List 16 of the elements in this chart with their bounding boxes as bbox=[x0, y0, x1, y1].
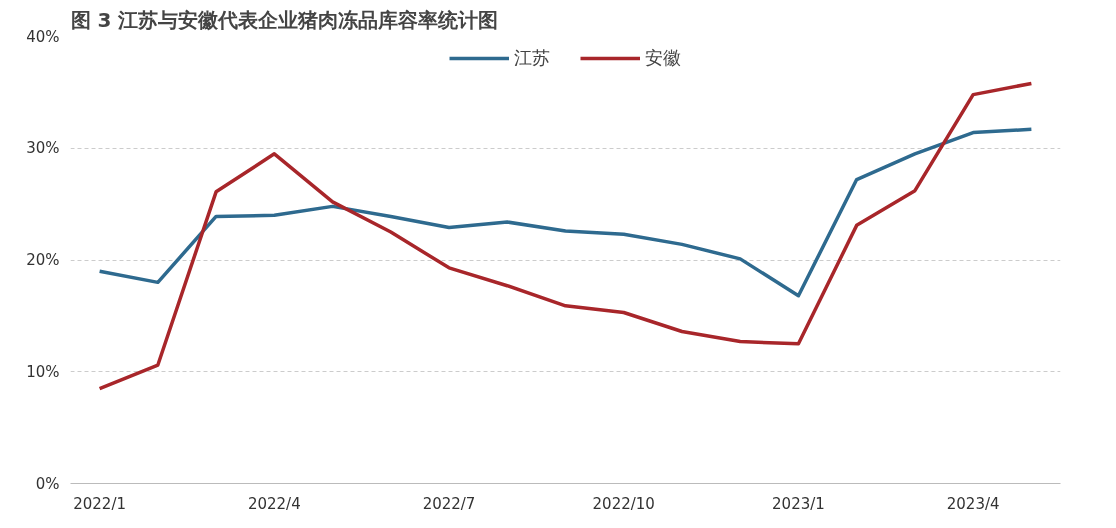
line-series bbox=[97, 127, 1034, 298]
legend-label: 江苏 bbox=[514, 46, 550, 70]
line-series bbox=[97, 81, 1034, 391]
y-tick-label: 20% bbox=[26, 251, 60, 269]
y-tick-label: 30% bbox=[26, 139, 60, 158]
x-tick-label: 2022/7 bbox=[422, 494, 476, 513]
x-tick-label: 2022/4 bbox=[247, 494, 301, 513]
y-tick-label: 10% bbox=[26, 362, 60, 381]
legend-label: 安徽 bbox=[645, 46, 681, 70]
x-tick-label: 2023/1 bbox=[772, 494, 825, 513]
x-tick-label: 2022/10 bbox=[592, 494, 655, 513]
y-tick-label: 0% bbox=[35, 474, 60, 493]
y-tick-label: 40% bbox=[26, 27, 60, 46]
chart-title: 图 3 江苏与安徽代表企业猪肉冻品库容率统计图 bbox=[70, 7, 499, 32]
x-tick-label: 2022/1 bbox=[73, 494, 127, 513]
x-tick-label: 2023/4 bbox=[946, 494, 1000, 513]
